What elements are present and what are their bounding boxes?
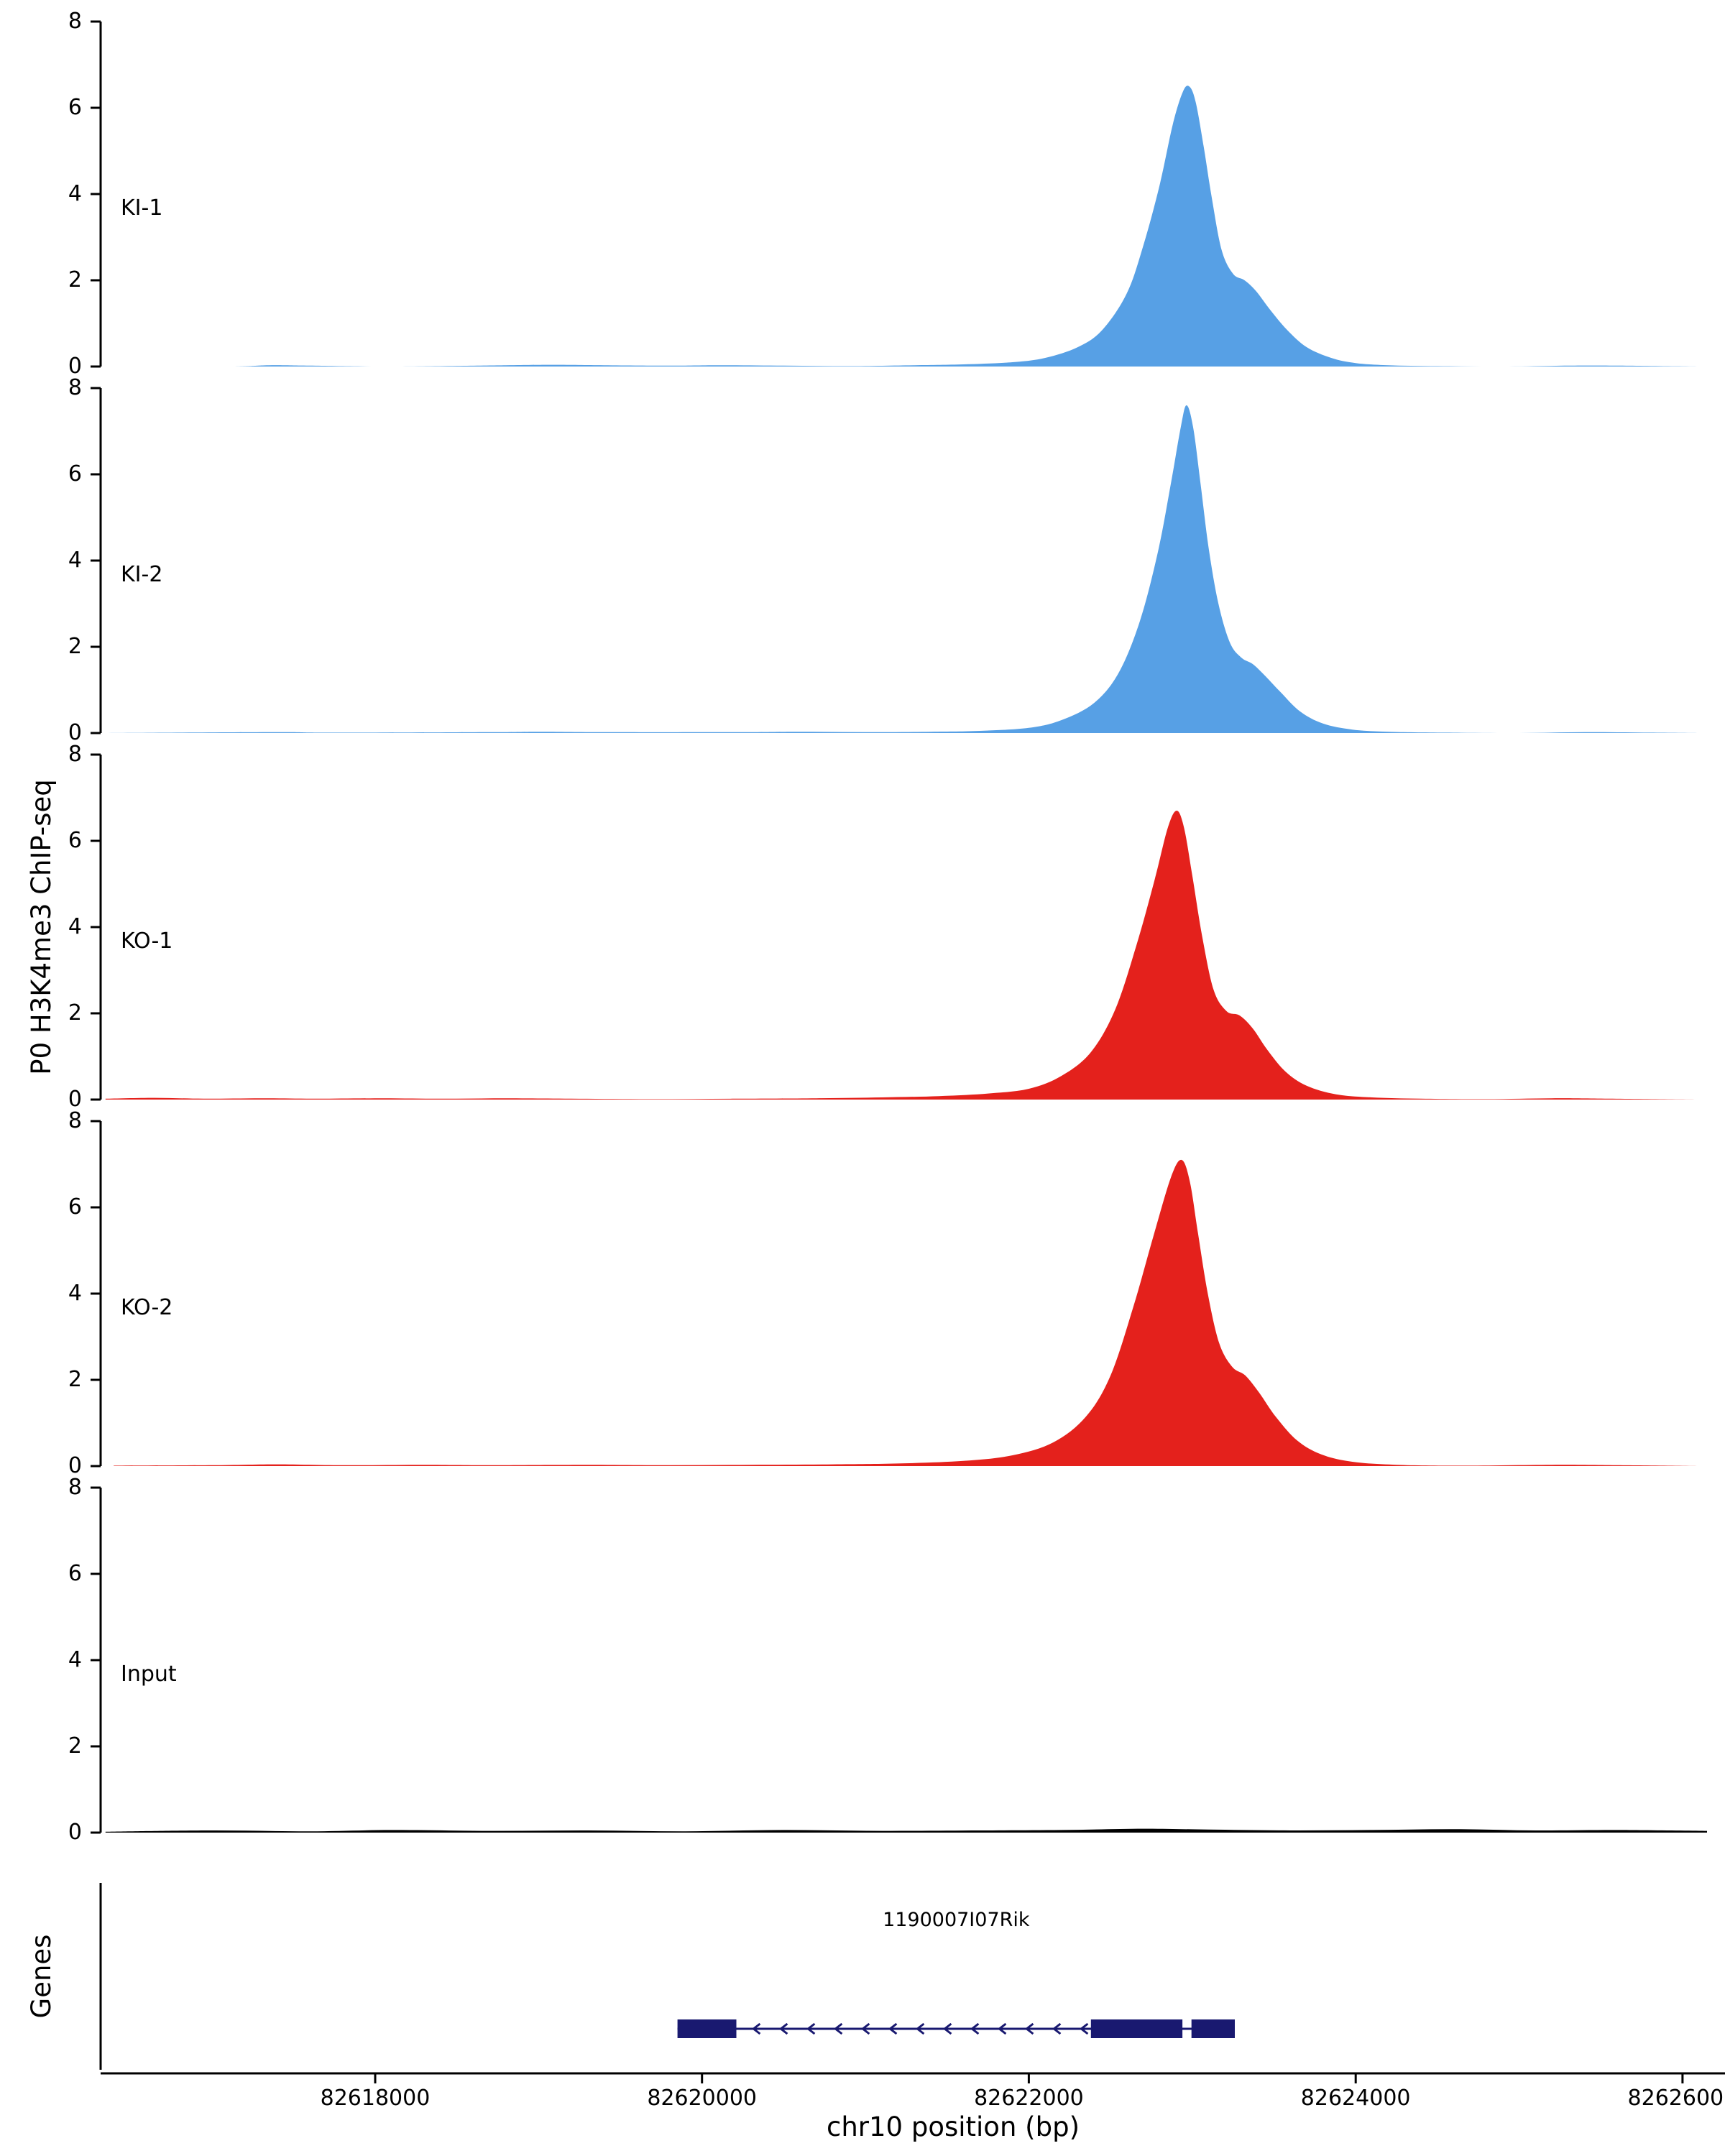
x-tick-label: 82624000 bbox=[1300, 2086, 1411, 2111]
track-area-Input bbox=[105, 1828, 1707, 1833]
strand-arrow-icon bbox=[778, 2022, 788, 2035]
x-axis-title: chr10 position (bp) bbox=[826, 2111, 1080, 2142]
track-label: Input bbox=[121, 1662, 177, 1687]
y-tick-label: 2 bbox=[68, 267, 82, 292]
track-area-KO-1 bbox=[105, 811, 1699, 1100]
track-label: KI-2 bbox=[121, 562, 163, 587]
y-tick-label: 8 bbox=[68, 1108, 82, 1133]
track-label: KI-1 bbox=[121, 195, 163, 221]
strand-arrow-icon bbox=[751, 2022, 761, 2035]
strand-arrow-icon bbox=[970, 2022, 980, 2035]
y-tick-label: 4 bbox=[68, 548, 82, 573]
y-tick-label: 4 bbox=[68, 181, 82, 206]
y-tick-label: 0 bbox=[68, 1820, 82, 1845]
strand-arrow-icon bbox=[1052, 2022, 1062, 2035]
gene-name-label: 1190007I07Rik bbox=[883, 1909, 1030, 1931]
strand-arrow-icon bbox=[942, 2022, 952, 2035]
y-tick-label: 8 bbox=[68, 9, 82, 34]
track-area-KI-2 bbox=[105, 405, 1699, 733]
strand-arrow-icon bbox=[888, 2022, 898, 2035]
gene-exon-2 bbox=[1090, 2019, 1183, 2038]
gene-exon-3 bbox=[1191, 2019, 1235, 2038]
strand-arrow-icon bbox=[997, 2022, 1007, 2035]
y-tick-label: 4 bbox=[68, 1647, 82, 1672]
x-tick-label: 82618000 bbox=[320, 2086, 431, 2111]
y-tick-label: 6 bbox=[68, 1194, 82, 1220]
y-tick-label: 8 bbox=[68, 742, 82, 767]
y-tick-label: 2 bbox=[68, 1367, 82, 1392]
y-tick-label: 0 bbox=[68, 720, 82, 745]
y-tick-label: 6 bbox=[68, 828, 82, 853]
y-tick-label: 6 bbox=[68, 95, 82, 120]
y-tick-label: 6 bbox=[68, 1561, 82, 1586]
y-tick-label: 0 bbox=[68, 354, 82, 379]
strand-arrow-icon bbox=[915, 2022, 925, 2035]
y-tick-label: 0 bbox=[68, 1087, 82, 1112]
y-tick-label: 6 bbox=[68, 461, 82, 487]
y-tick-label: 4 bbox=[68, 914, 82, 939]
strand-arrow-icon bbox=[1024, 2022, 1034, 2035]
track-area-KI-1 bbox=[105, 86, 1699, 367]
gene-exon-1 bbox=[677, 2019, 737, 2038]
strand-arrow-icon bbox=[860, 2022, 870, 2035]
y-tick-label: 4 bbox=[68, 1281, 82, 1306]
x-tick-label: 82620000 bbox=[647, 2086, 758, 2111]
x-tick-label: 82622000 bbox=[974, 2086, 1084, 2111]
track-label: KO-2 bbox=[121, 1295, 173, 1320]
track-label: KO-1 bbox=[121, 929, 173, 954]
strand-arrow-icon bbox=[806, 2022, 816, 2035]
y-tick-label: 2 bbox=[68, 634, 82, 659]
genes-axis-title: Genes bbox=[26, 1934, 57, 2019]
x-tick-label: 82626000 bbox=[1627, 2086, 1725, 2111]
y-axis-title: P0 H3K4me3 ChIP-seq bbox=[26, 779, 57, 1075]
strand-arrow-icon bbox=[1079, 2022, 1089, 2035]
y-tick-label: 2 bbox=[68, 1000, 82, 1026]
y-tick-label: 0 bbox=[68, 1453, 82, 1478]
y-tick-label: 8 bbox=[68, 1475, 82, 1500]
y-tick-label: 2 bbox=[68, 1733, 82, 1759]
strand-arrow-icon bbox=[833, 2022, 843, 2035]
y-tick-label: 8 bbox=[68, 375, 82, 400]
track-area-KO-2 bbox=[114, 1159, 1699, 1466]
